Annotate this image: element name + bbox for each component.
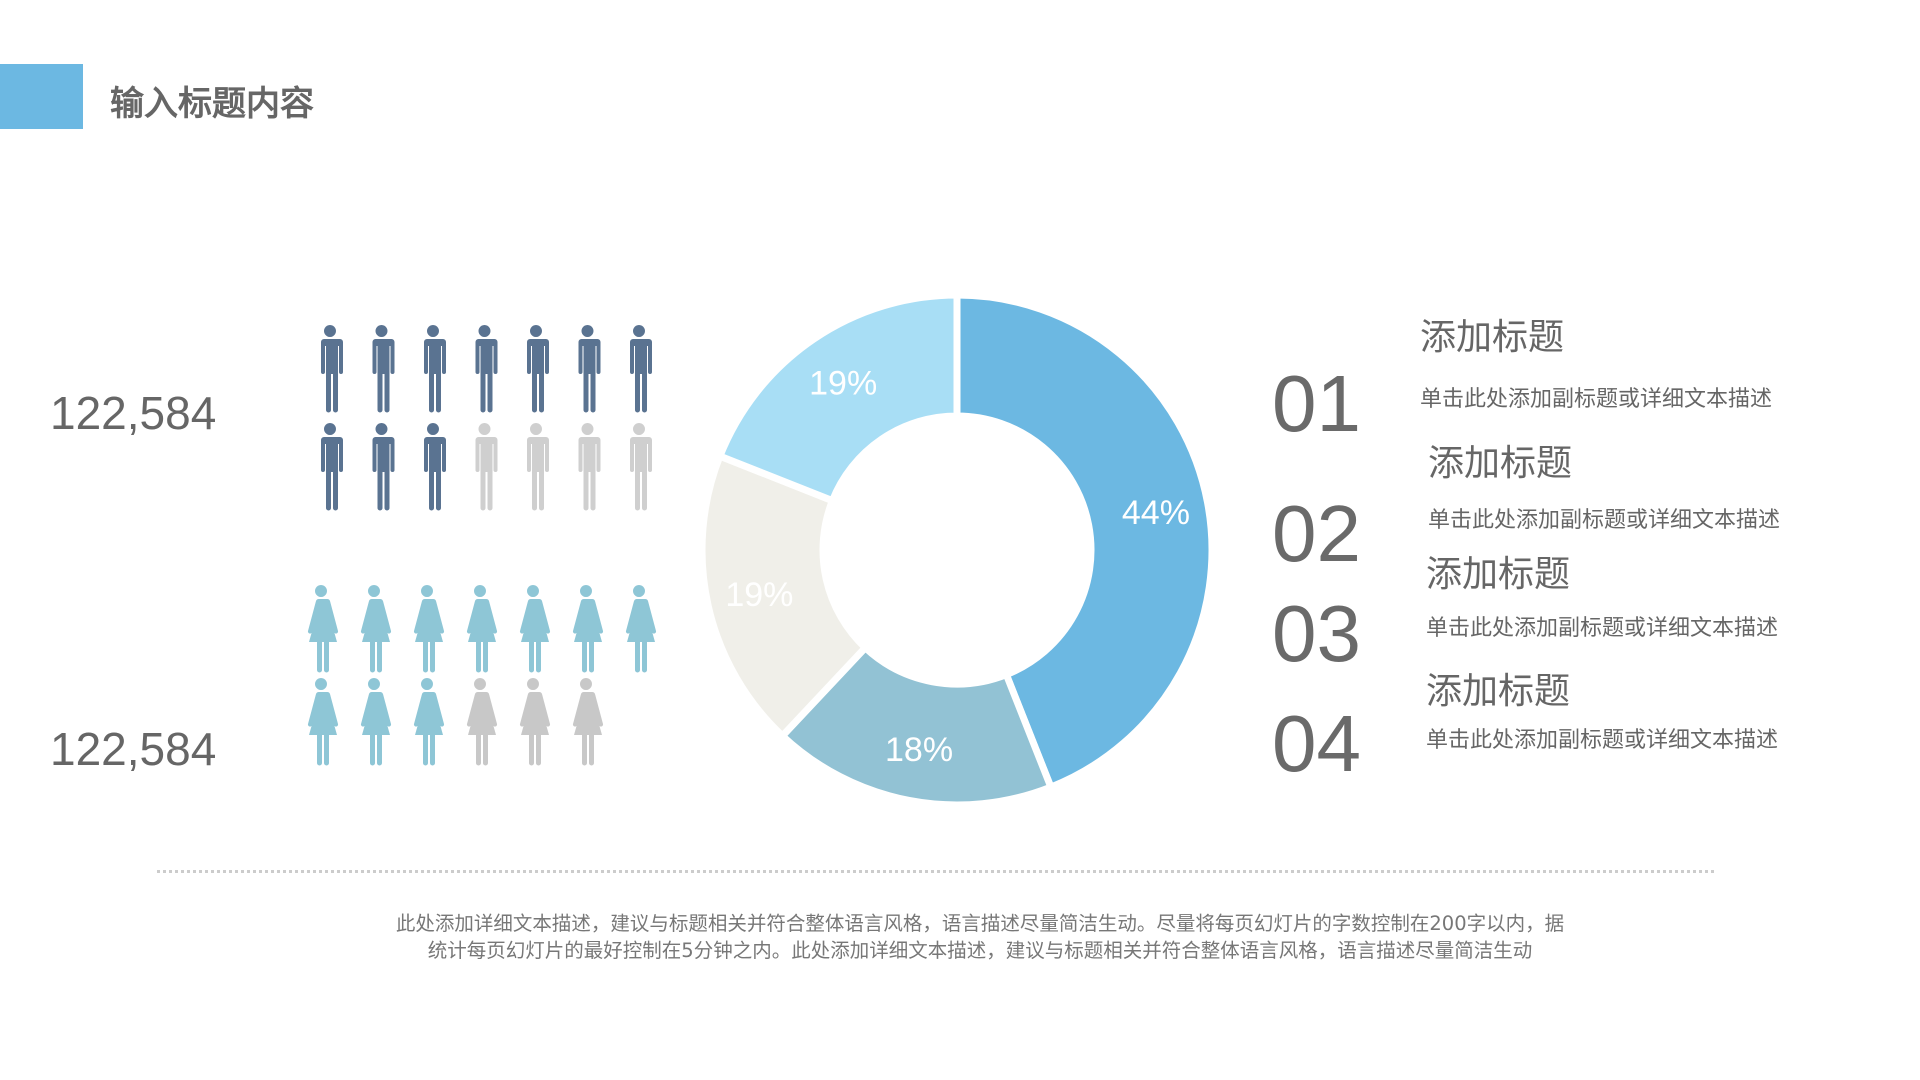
woman-icon bbox=[572, 585, 604, 673]
item-desc-01: 单击此处添加副标题或详细文本描述 bbox=[1420, 387, 1773, 412]
man-icon bbox=[577, 423, 601, 511]
woman-icon bbox=[307, 678, 339, 766]
donut-slice bbox=[715, 291, 961, 506]
man-icon bbox=[371, 423, 395, 511]
man-icon bbox=[423, 423, 446, 511]
item-number-01: 01 bbox=[1272, 359, 1361, 448]
man-icon bbox=[474, 423, 498, 511]
item-title-01: 添加标题 bbox=[1420, 317, 1565, 358]
men-pictograph bbox=[320, 325, 652, 511]
woman-icon bbox=[519, 585, 551, 673]
woman-icon bbox=[360, 585, 392, 673]
item-title-02: 添加标题 bbox=[1428, 443, 1573, 484]
footer-line-2: 统计每页幻灯片的最好控制在5分钟之内。此处添加详细文本描述，建议与标题相关并符合… bbox=[427, 939, 1533, 962]
donut-slice bbox=[777, 642, 1056, 809]
man-icon bbox=[474, 325, 498, 413]
woman-icon bbox=[413, 678, 445, 766]
page-title: 输入标题内容 bbox=[110, 84, 314, 124]
item-title-03: 添加标题 bbox=[1426, 554, 1571, 595]
item-desc-04: 单击此处添加副标题或详细文本描述 bbox=[1426, 728, 1779, 753]
woman-icon bbox=[572, 678, 604, 766]
man-icon bbox=[423, 325, 446, 413]
man-icon bbox=[371, 325, 395, 413]
woman-icon bbox=[413, 585, 445, 673]
man-icon bbox=[577, 325, 601, 413]
women-pictograph bbox=[307, 585, 657, 766]
men-count: 122,584 bbox=[50, 387, 217, 439]
man-icon bbox=[629, 325, 652, 413]
slice-label: 19% bbox=[725, 576, 793, 614]
item-title-04: 添加标题 bbox=[1426, 671, 1571, 712]
woman-icon bbox=[360, 678, 392, 766]
man-icon bbox=[320, 423, 343, 511]
donut-chart: 44% 18% 19% 19% bbox=[698, 291, 1216, 809]
slice-label: 44% bbox=[1122, 494, 1190, 532]
woman-icon bbox=[466, 585, 498, 673]
man-icon bbox=[526, 423, 549, 511]
item-desc-02: 单击此处添加副标题或详细文本描述 bbox=[1428, 508, 1781, 533]
woman-icon bbox=[625, 585, 657, 673]
slice-label: 18% bbox=[885, 731, 953, 769]
item-number-02: 02 bbox=[1272, 489, 1361, 578]
man-icon bbox=[320, 325, 343, 413]
donut-slice bbox=[953, 291, 1216, 792]
woman-icon bbox=[519, 678, 551, 766]
women-count: 122,584 bbox=[50, 723, 217, 775]
item-number-04: 04 bbox=[1272, 699, 1361, 788]
footer-paragraph: 此处添加详细文本描述，建议与标题相关并符合整体语言风格，语言描述尽量简洁生动。尽… bbox=[300, 910, 1660, 964]
woman-icon bbox=[307, 585, 339, 673]
man-icon bbox=[526, 325, 549, 413]
item-desc-03: 单击此处添加副标题或详细文本描述 bbox=[1426, 616, 1779, 641]
donut-slice bbox=[698, 451, 871, 741]
item-number-03: 03 bbox=[1272, 589, 1361, 678]
man-icon bbox=[629, 423, 652, 511]
dotted-divider bbox=[157, 870, 1714, 873]
slice-label: 19% bbox=[809, 365, 877, 403]
footer-line-1: 此处添加详细文本描述，建议与标题相关并符合整体语言风格，语言描述尽量简洁生动。尽… bbox=[395, 912, 1565, 935]
title-accent-bar bbox=[0, 64, 83, 129]
woman-icon bbox=[466, 678, 498, 766]
